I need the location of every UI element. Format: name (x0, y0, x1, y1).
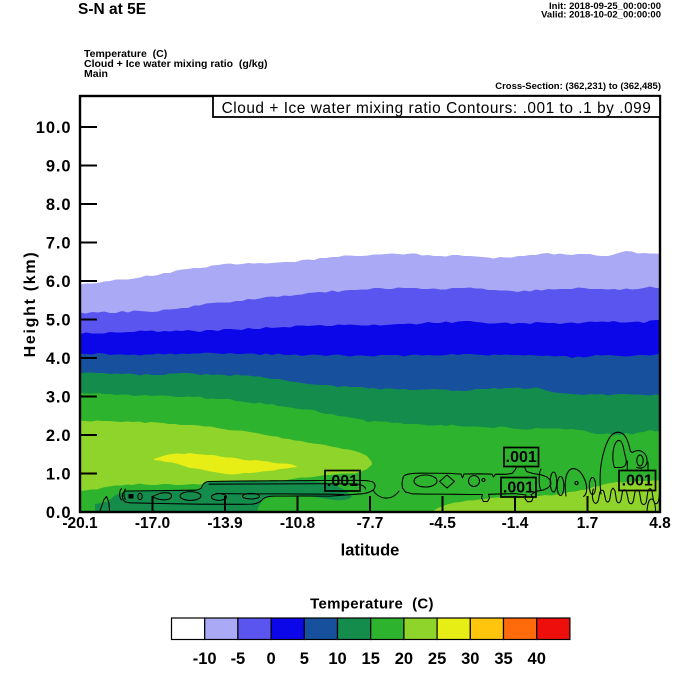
svg-text:35: 35 (494, 650, 512, 668)
svg-text:.001: .001 (622, 473, 653, 490)
svg-text:20: 20 (395, 650, 413, 668)
svg-text:Cloud + Ice water mixing ratio: Cloud + Ice water mixing ratio (g/kg) (84, 58, 268, 70)
svg-text:Cross-Section: (362,231) to (3: Cross-Section: (362,231) to (362,485) (495, 81, 661, 92)
svg-text:-13.9: -13.9 (207, 515, 243, 532)
svg-text:-7.7: -7.7 (357, 515, 384, 532)
svg-text:25: 25 (428, 650, 446, 668)
svg-text:40: 40 (528, 650, 546, 668)
svg-text:7.0: 7.0 (46, 235, 72, 253)
svg-text:-4.5: -4.5 (429, 515, 456, 532)
svg-text:1.0: 1.0 (46, 466, 72, 484)
svg-text:30: 30 (461, 650, 479, 668)
svg-text:15: 15 (362, 650, 380, 668)
svg-text:.001: .001 (506, 449, 537, 466)
svg-text:-20.1: -20.1 (62, 515, 98, 532)
svg-text:Main: Main (84, 68, 108, 80)
svg-text:-17.0: -17.0 (135, 515, 170, 532)
svg-text:Cloud + Ice water mixing ratio: Cloud + Ice water mixing ratio Contours:… (222, 100, 652, 117)
svg-text:Valid: 2018-10-02_00:00:00: Valid: 2018-10-02_00:00:00 (541, 10, 661, 21)
svg-text:10: 10 (328, 650, 346, 668)
svg-text:-10: -10 (193, 650, 217, 668)
svg-text:0.0: 0.0 (46, 504, 72, 522)
svg-text:0: 0 (267, 650, 276, 668)
svg-text:.001: .001 (327, 473, 358, 490)
svg-text:5: 5 (300, 650, 309, 668)
svg-text:1.7: 1.7 (577, 515, 599, 532)
svg-text:10.0: 10.0 (36, 119, 72, 137)
svg-text:-1.4: -1.4 (502, 515, 529, 532)
svg-text:4.0: 4.0 (46, 350, 72, 368)
svg-text:Temperature (C): Temperature (C) (84, 48, 167, 60)
svg-text:2.0: 2.0 (46, 427, 72, 445)
svg-text:.001: .001 (503, 479, 534, 496)
svg-text:latitude: latitude (341, 542, 400, 560)
svg-text:9.0: 9.0 (46, 158, 72, 176)
svg-text:S-N at 5E: S-N at 5E (78, 1, 146, 18)
svg-text:-5: -5 (231, 650, 246, 668)
svg-text:5.0: 5.0 (46, 312, 72, 330)
svg-text:3.0: 3.0 (46, 389, 72, 407)
svg-text:6.0: 6.0 (46, 273, 72, 291)
svg-text:-10.8: -10.8 (280, 515, 316, 532)
svg-text:4.8: 4.8 (649, 515, 671, 532)
svg-text:Temperature (C): Temperature (C) (310, 596, 434, 613)
svg-text:Init: 2018-09-25_00:00:00: Init: 2018-09-25_00:00:00 (549, 1, 661, 12)
svg-text:8.0: 8.0 (46, 196, 72, 214)
svg-text:Height (km): Height (km) (22, 251, 39, 358)
